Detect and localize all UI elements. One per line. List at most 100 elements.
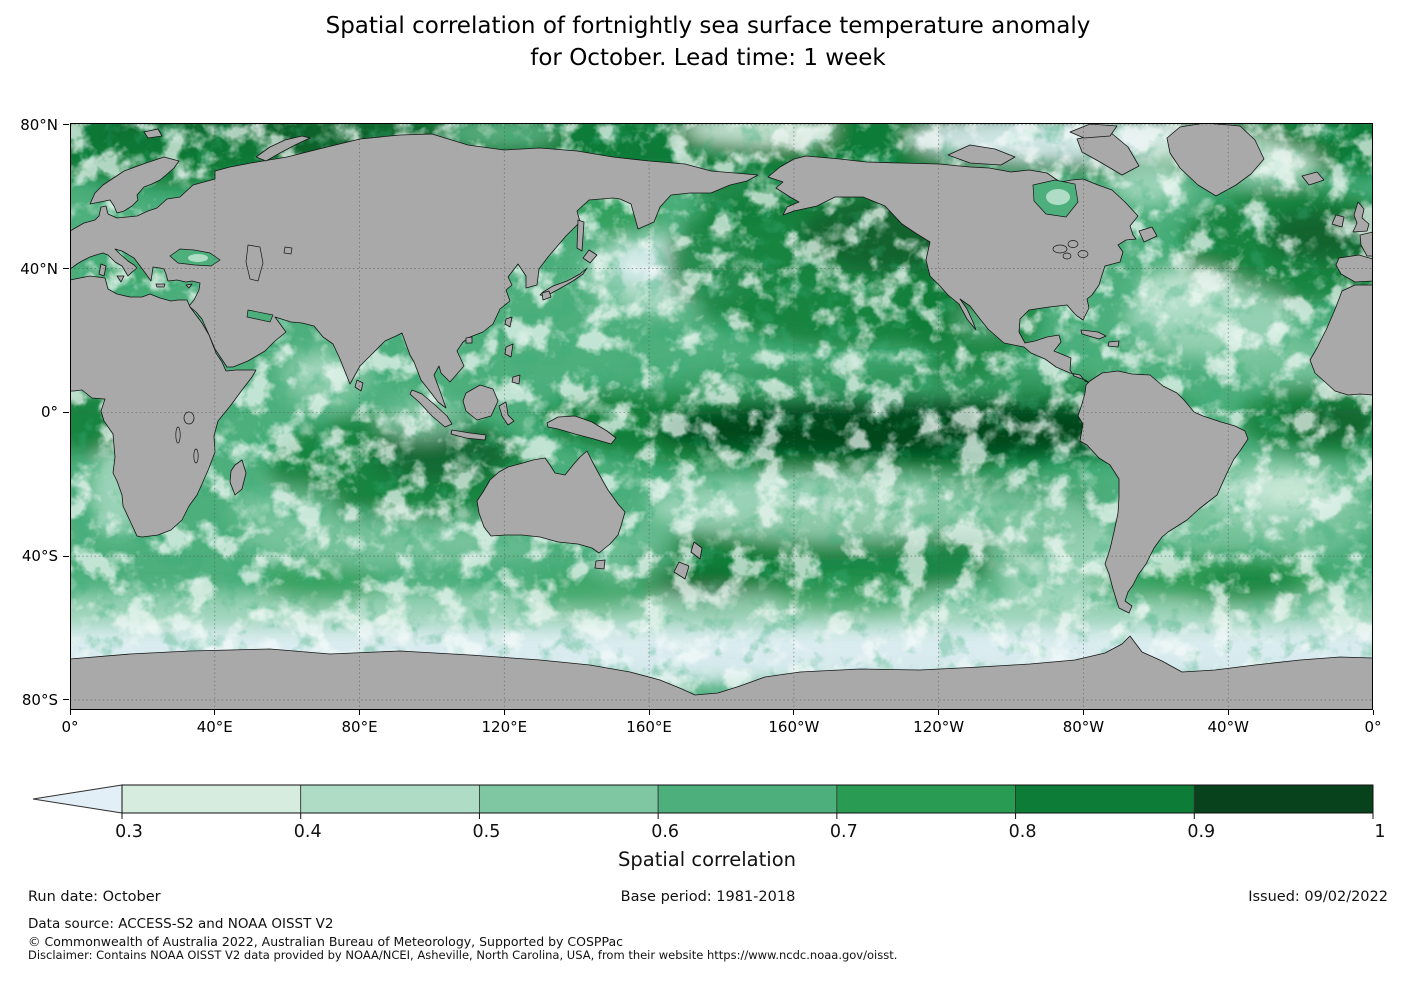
- x-axis-tick-label: 160°E: [626, 718, 672, 736]
- y-axis-tick: [63, 268, 69, 270]
- x-axis-tick: [938, 710, 940, 715]
- colorbar-segment: [1015, 784, 1195, 814]
- figure-title-line1: Spatial correlation of fortnightly sea s…: [325, 13, 1091, 39]
- lake-superior: [1052, 244, 1068, 254]
- x-axis-tick-label: 80°W: [1062, 718, 1105, 736]
- island-madagascar: [229, 459, 247, 496]
- island-sardinia: [98, 263, 107, 277]
- y-axis-tick: [63, 699, 69, 701]
- colorbar-segment: [657, 784, 838, 814]
- colorbar-segment: [121, 784, 302, 814]
- x-axis-tick-label: 40°E: [196, 718, 233, 736]
- map-frame: [70, 123, 1373, 710]
- colorbar-segment: [1193, 784, 1374, 814]
- landmass-greenland: [1166, 123, 1265, 197]
- colorbar-under-arrow: [32, 784, 123, 814]
- disclaimer: Disclaimer: Contains NOAA OISST V2 data …: [28, 948, 898, 962]
- x-axis-tick: [214, 710, 216, 715]
- y-axis-tick-label: 80°S: [21, 690, 58, 709]
- base-period: Base period: 1981-2018: [620, 889, 796, 905]
- landmass-south-america: [1077, 370, 1249, 614]
- island-new-zealand-south: [673, 561, 690, 580]
- island-sumatra: [409, 389, 453, 428]
- x-axis-tick-label: 0°: [61, 718, 79, 736]
- x-axis-tick: [1227, 710, 1229, 715]
- colorbar-tick-label: 0.7: [830, 822, 858, 842]
- landmass-scandinavia: [89, 156, 180, 214]
- colorbar-tick-label: 0.3: [115, 822, 143, 842]
- island-kyushu: [541, 290, 552, 301]
- island-new-guinea: [546, 415, 617, 445]
- island-taiwan: [504, 316, 513, 328]
- island-java: [450, 429, 487, 441]
- colorbar-tick-label: 0.5: [473, 822, 501, 842]
- island-cuba: [1080, 329, 1107, 340]
- colorbar-tick-label: 0.6: [651, 822, 679, 842]
- lake-tanganyika: [175, 426, 181, 444]
- landmass-eurasia: [70, 133, 759, 409]
- island-hainan: [465, 336, 473, 344]
- landmass-west-africa-edge: [1309, 284, 1373, 396]
- landmass-antarctica: [70, 635, 1373, 710]
- y-axis-tick-label: 40°S: [21, 547, 58, 566]
- y-axis-tick-label: 40°N: [20, 259, 58, 278]
- lake-victoria: [183, 411, 195, 425]
- y-axis-tick: [63, 411, 69, 413]
- island-ellesmere: [1069, 123, 1118, 139]
- island-crete: [155, 283, 166, 288]
- lake-michigan: [1062, 252, 1072, 260]
- graticule: [70, 123, 1373, 710]
- y-axis-tick-label: 80°N: [20, 115, 58, 134]
- colorbar-segment: [300, 784, 480, 814]
- sea-hudson-bay-center: [1046, 189, 1070, 205]
- x-axis-tick-label: 120°W: [913, 718, 965, 736]
- colorbar-segment: [479, 784, 659, 814]
- lake-caspian: [245, 244, 264, 282]
- figure-title: Spatial correlation of fortnightly sea s…: [0, 10, 1416, 74]
- x-axis-tick: [648, 710, 650, 715]
- island-iceland: [1301, 171, 1325, 186]
- island-ireland: [1331, 214, 1345, 228]
- colorbar: 0.3 0.4 0.5 0.6 0.7 0.8 0.9 1 Spatial correlati…: [32, 784, 1386, 871]
- island-sulawesi: [498, 401, 515, 426]
- lake-huron: [1067, 240, 1079, 248]
- island-tasmania: [594, 559, 606, 570]
- landmass-australia: [476, 450, 626, 554]
- x-axis-tick: [1082, 710, 1084, 715]
- y-axis-tick-label: 0°: [40, 403, 58, 422]
- island-hokkaido: [582, 249, 598, 264]
- island-baffin: [1076, 131, 1140, 176]
- island-borneo: [462, 384, 499, 421]
- x-axis-tick: [69, 710, 71, 715]
- island-victoria: [947, 144, 1016, 166]
- colorbar-segment: [836, 784, 1016, 814]
- x-axis-tick-label: 0°: [1364, 718, 1382, 736]
- issued-date: Issued: 09/02/2022: [1248, 889, 1388, 905]
- copyright: © Commonwealth of Australia 2022, Austra…: [28, 934, 623, 949]
- island-svalbard: [143, 128, 163, 139]
- run-date: Run date: October: [28, 889, 161, 905]
- island-britain: [1352, 201, 1370, 233]
- colorbar-frame: [121, 784, 1374, 814]
- colorbar-tick-label: 0.8: [1009, 822, 1037, 842]
- island-novaya-zemlya: [255, 135, 311, 162]
- island-sakhalin: [576, 219, 585, 252]
- island-sri-lanka: [354, 379, 364, 392]
- island-hispaniola: [1107, 340, 1120, 348]
- landmass-africa: [70, 275, 257, 538]
- y-axis-tick: [63, 124, 69, 126]
- island-new-zealand-north: [690, 541, 703, 560]
- x-axis-tick-label: 80°E: [341, 718, 378, 736]
- x-axis-tick: [793, 710, 795, 715]
- y-axis-tick: [63, 555, 69, 557]
- island-honshu: [539, 267, 588, 297]
- data-source: Data source: ACCESS-S2 and NOAA OISST V2: [28, 916, 334, 932]
- colorbar-tick-label: 0.4: [294, 822, 322, 842]
- island-cyprus: [185, 283, 193, 289]
- x-axis-tick: [1372, 710, 1374, 715]
- lake-aral: [283, 246, 293, 255]
- x-axis-tick-label: 160°W: [768, 718, 820, 736]
- colorbar-tick-label: 1: [1374, 822, 1385, 842]
- colorbar-title: Spatial correlation: [618, 848, 796, 871]
- landmasses: [70, 123, 1373, 710]
